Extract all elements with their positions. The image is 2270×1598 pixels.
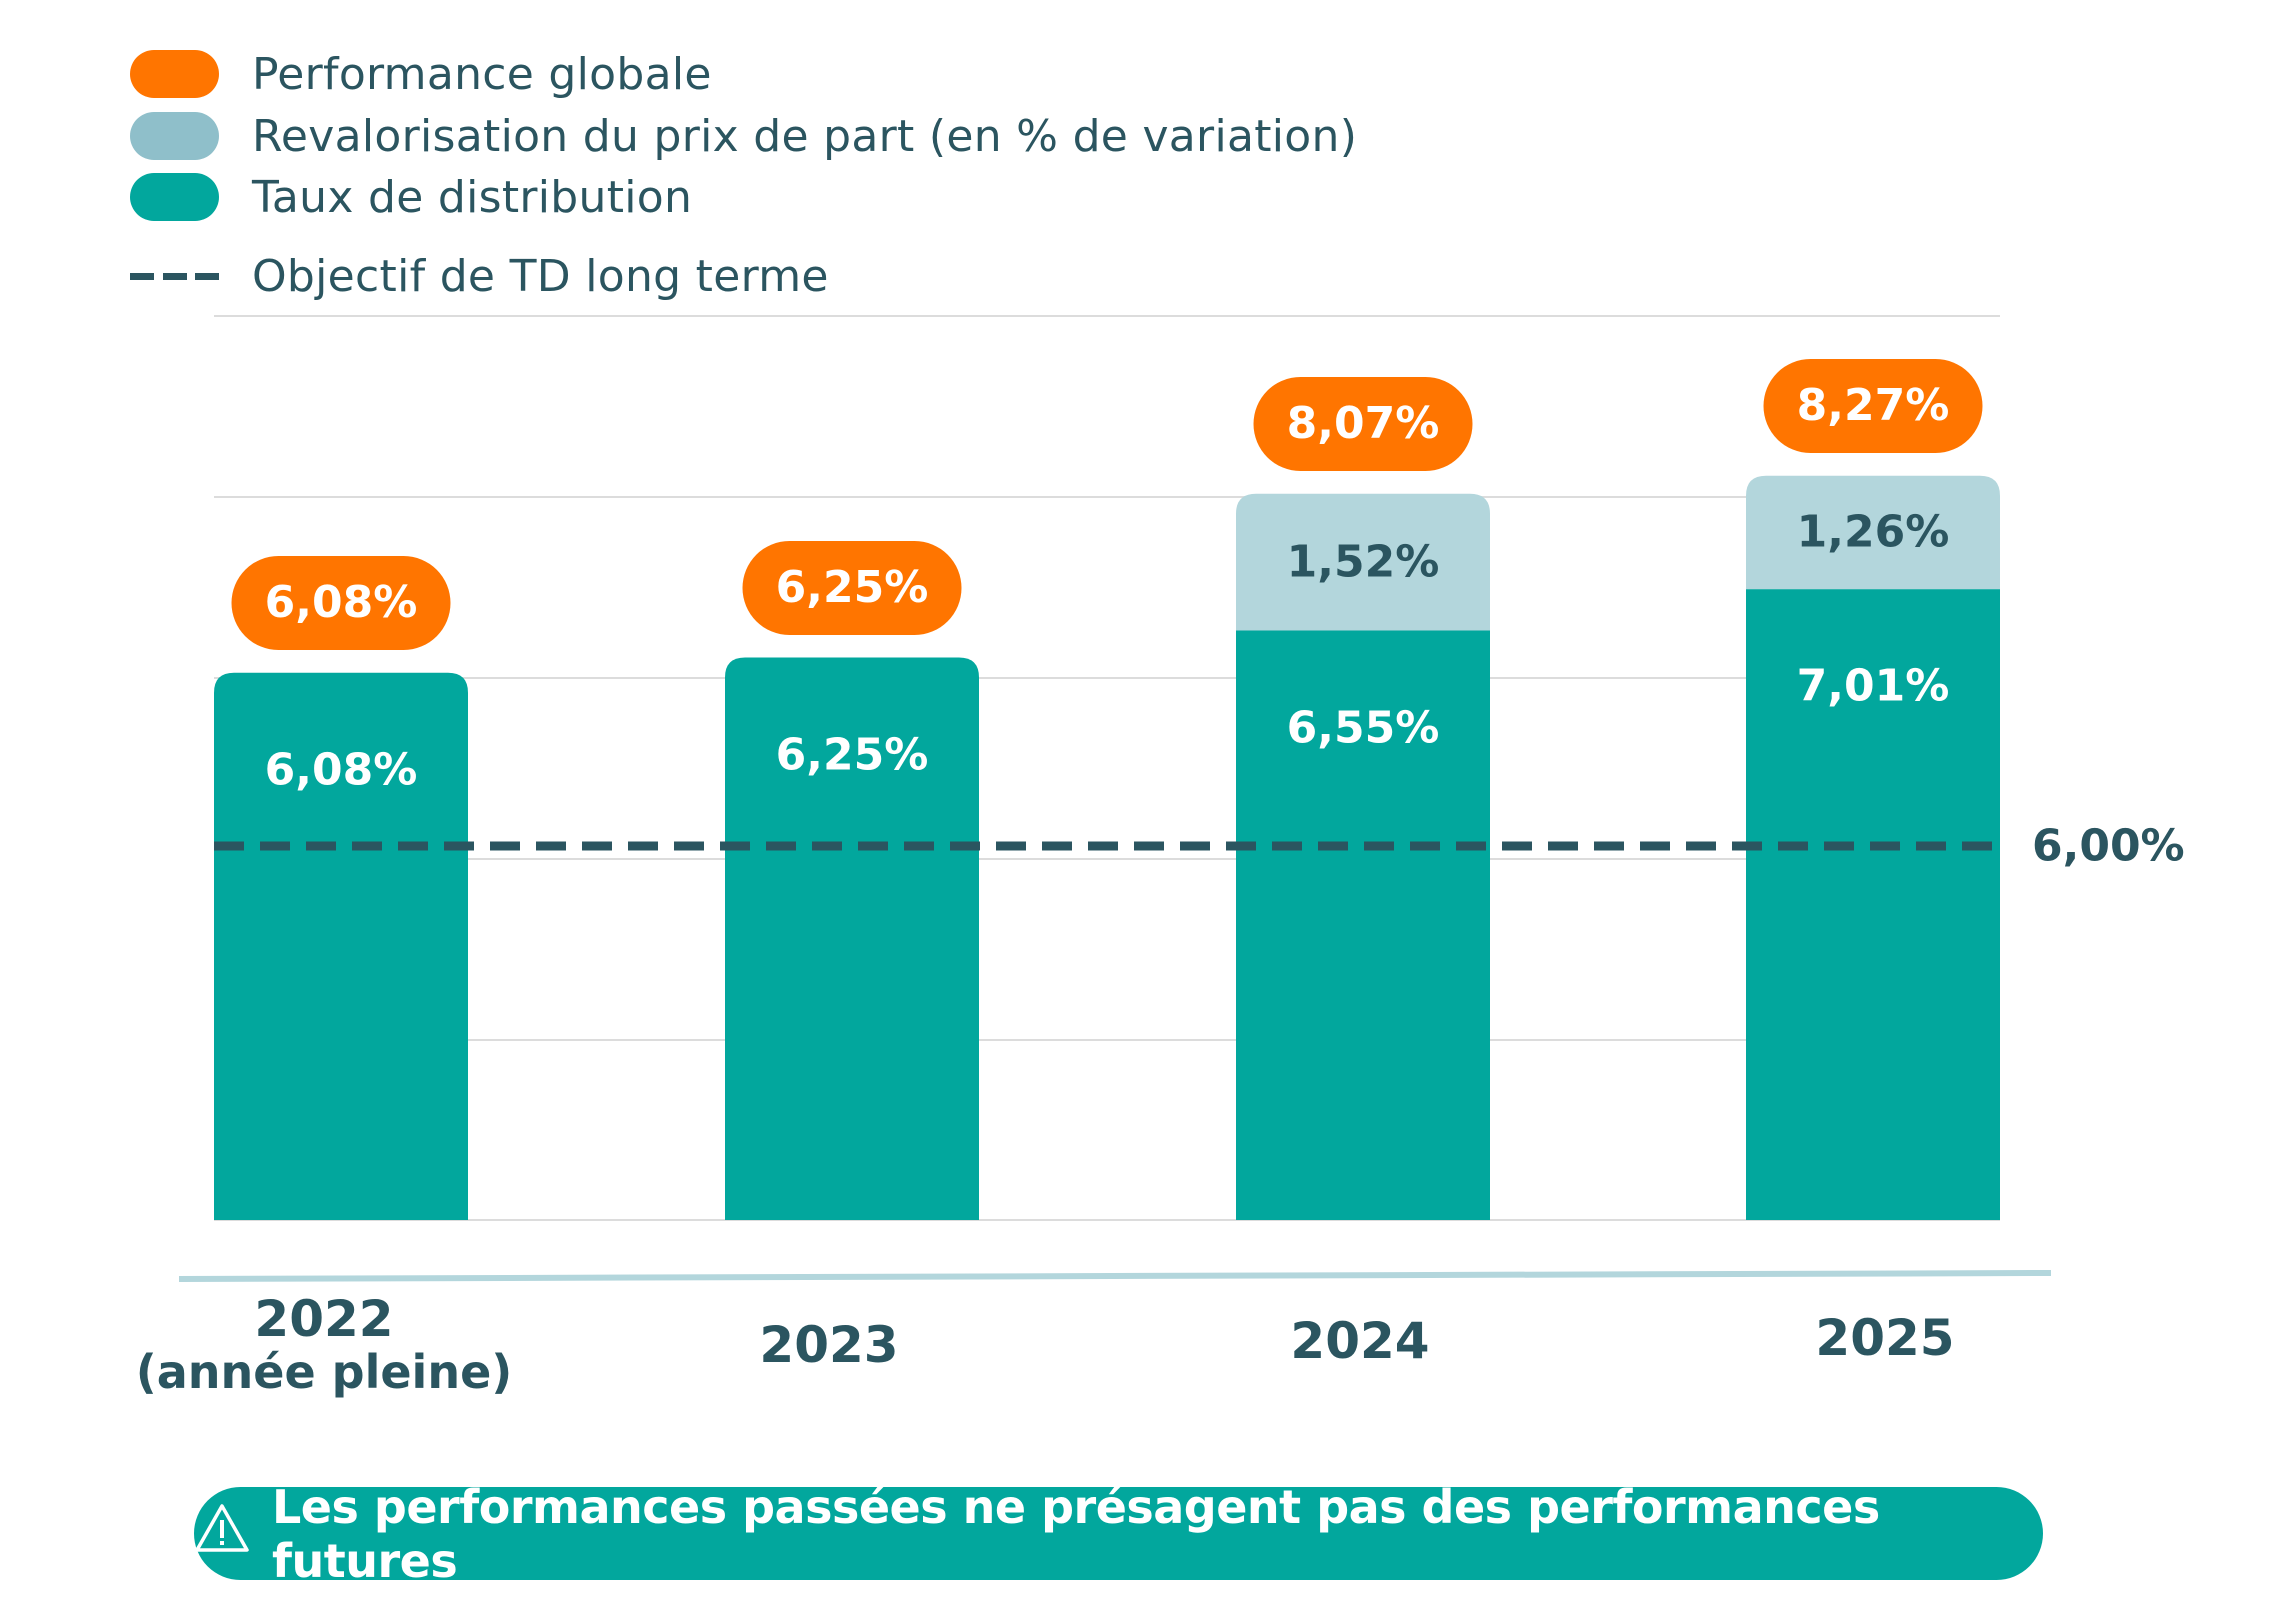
bar-revalorisation-2025 [1746, 475, 2000, 590]
warning-triangle-icon [194, 1503, 250, 1564]
bar-distribution-2022 [214, 672, 468, 1220]
legend-label: Performance globale [252, 48, 712, 100]
distribution-data-label: 7,01% [1796, 660, 1950, 712]
legend-swatch-revalorisation [130, 112, 219, 160]
disclaimer-text: Les performances passées ne présagent pa… [272, 1479, 1880, 1588]
x-tick-label-2024: 2024 [1290, 1314, 1429, 1369]
legend-item-target: Objectif de TD long terme [130, 246, 829, 306]
year-label: 2023 [759, 1316, 899, 1374]
distribution-data-label: 6,08% [264, 744, 418, 796]
year-label: 2025 [1815, 1309, 1955, 1367]
total-label-pill: 6,25% [742, 540, 962, 635]
gridlines [214, 315, 2000, 1221]
bar-revalorisation-2024 [1236, 493, 1490, 631]
legend-swatch-distribution [130, 173, 219, 221]
distribution-data-label: 6,25% [775, 729, 929, 780]
x-axis-line [178, 1270, 2052, 1282]
year-label: 2024 [1290, 1312, 1430, 1370]
year-label: 2022 [254, 1290, 394, 1348]
target-line-label: 6,00% [2032, 820, 2185, 872]
revalorisation-data-label: 1,52% [1286, 536, 1440, 588]
total-label-pill: 6,08% [231, 555, 451, 650]
bar-distribution-2024 [1236, 630, 1490, 1220]
bars [214, 475, 2000, 1220]
legend-swatch-performance [130, 50, 219, 98]
revalorisation-data-label: 1,26% [1796, 506, 1950, 558]
disclaimer-banner: Les performances passées ne présagent pa… [194, 1480, 2043, 1588]
legend-item-distribution: Taux de distribution [130, 167, 692, 227]
legend-label: Revalorisation du prix de part (en % de … [252, 110, 1358, 162]
x-tick-label-2023: 2023 [759, 1318, 898, 1373]
distribution-data-label: 6,55% [1286, 702, 1440, 753]
legend-label: Taux de distribution [252, 171, 693, 223]
year-sublabel: (année pleine) [135, 1345, 513, 1399]
total-label-pill: 8,07% [1253, 376, 1473, 471]
x-tick-label-2022: 2022 (année pleine) [136, 1292, 513, 1398]
x-tick-label-2025: 2025 [1815, 1311, 1954, 1366]
legend-item-revalorisation: Revalorisation du prix de part (en % de … [130, 106, 1357, 166]
bar-distribution-2025 [1746, 589, 2000, 1220]
legend-item-performance: Performance globale [130, 44, 712, 104]
bar-distribution-2023 [725, 657, 979, 1220]
legend-dash-icon [130, 252, 219, 300]
total-label-pill: 8,27% [1763, 358, 1983, 453]
legend-label: Objectif de TD long terme [252, 250, 829, 302]
